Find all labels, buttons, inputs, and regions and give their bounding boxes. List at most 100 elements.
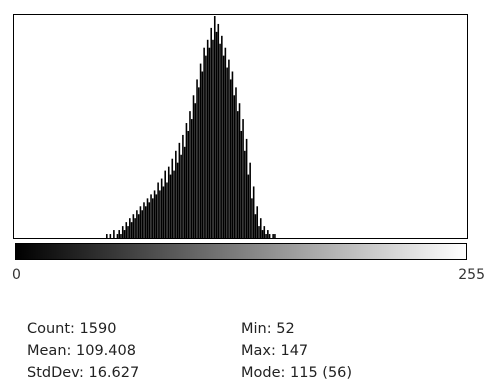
- histogram-bar: [198, 87, 200, 238]
- max-stat: Max: 147: [241, 343, 309, 359]
- histogram-bar: [164, 170, 166, 238]
- histogram-bar: [245, 138, 248, 238]
- histogram-bar: [146, 198, 149, 238]
- histogram-bar: [113, 230, 115, 238]
- histogram-bar: [167, 166, 170, 238]
- histogram-bar: [123, 230, 126, 238]
- histogram-bar: [166, 182, 168, 238]
- histogram-bar: [236, 111, 239, 238]
- histogram-bar: [137, 214, 140, 238]
- histogram-bar: [263, 226, 266, 238]
- histogram-bar: [205, 55, 207, 238]
- histogram-bar: [180, 154, 182, 238]
- histogram-bar: [252, 186, 255, 238]
- histogram-bar: [194, 103, 197, 238]
- histogram-bar: [143, 202, 145, 238]
- histogram-bar: [155, 194, 158, 238]
- histogram-bar: [247, 174, 250, 238]
- histogram-bar: [189, 111, 191, 238]
- histogram-bar: [244, 150, 246, 238]
- histogram-bar: [118, 230, 120, 238]
- axis-max-label: 255: [458, 267, 485, 283]
- histogram-bar: [229, 79, 232, 238]
- histogram-bar: [160, 178, 163, 238]
- histogram-bar: [256, 206, 259, 238]
- histogram-bar: [231, 71, 234, 238]
- histogram-bar: [116, 234, 119, 238]
- histogram-bar: [259, 218, 262, 238]
- histogram-bar: [238, 103, 241, 238]
- histogram-bar: [141, 210, 143, 238]
- histogram-bar: [212, 39, 214, 238]
- histogram-bar: [219, 43, 221, 238]
- histogram-bar: [182, 134, 184, 238]
- histogram-chart: [106, 16, 276, 238]
- histogram-bar: [144, 206, 147, 238]
- histogram-bar: [251, 198, 253, 238]
- histogram-bar: [228, 59, 230, 238]
- histogram-bar: [183, 146, 186, 238]
- histogram-bar: [258, 226, 260, 238]
- mode-stat: Mode: 115 (56): [241, 365, 353, 381]
- histogram-bar: [150, 194, 152, 238]
- histogram-bar: [159, 190, 161, 238]
- histogram-bar: [176, 162, 179, 238]
- mean-stat: Mean: 109.408: [27, 343, 136, 359]
- histogram-bar: [187, 130, 189, 238]
- histogram-bar: [199, 63, 202, 238]
- histogram-bar: [190, 119, 193, 238]
- histogram-bar: [221, 35, 223, 238]
- histogram-bar: [268, 234, 271, 238]
- histogram-bar: [201, 71, 204, 238]
- histogram-bar: [125, 222, 128, 238]
- count-stat: Count: 1590: [27, 321, 117, 337]
- histogram-bar: [272, 234, 274, 238]
- histogram-bar: [178, 142, 181, 238]
- stddev-stat: StdDev: 16.627: [27, 365, 140, 381]
- histogram-bar: [120, 234, 122, 238]
- histogram-bar: [121, 226, 124, 238]
- histogram-bar: [175, 150, 177, 238]
- histogram-bar: [153, 190, 156, 238]
- histogram-bar: [139, 206, 142, 238]
- histogram-bar: [148, 202, 151, 238]
- histogram-bar: [217, 23, 220, 238]
- histogram-bar: [222, 55, 225, 238]
- histogram-bar: [261, 230, 264, 238]
- histogram-bar: [136, 210, 138, 238]
- histogram-bar: [210, 27, 213, 238]
- histogram-bar: [206, 39, 209, 238]
- histogram-bar: [129, 218, 131, 238]
- histogram-bar: [130, 222, 133, 238]
- histogram-bar: [249, 162, 251, 238]
- histogram-bar: [169, 174, 172, 238]
- histogram-bar: [208, 47, 211, 238]
- histogram-bar: [173, 170, 175, 238]
- histogram-bar: [162, 186, 165, 238]
- axis-min-label: 0: [12, 267, 21, 283]
- stats-left-column: Count: 1590 Mean: 109.408 StdDev: 16.627: [27, 318, 139, 384]
- histogram-bar: [240, 130, 243, 238]
- histogram-bar: [203, 47, 205, 238]
- histogram-bar: [226, 67, 228, 238]
- histogram-plot: [13, 14, 468, 239]
- histogram-bar: [235, 87, 237, 238]
- histogram-bar: [242, 119, 244, 238]
- histogram-bar: [109, 234, 112, 238]
- histogram-bar: [224, 47, 227, 238]
- histogram-bar: [192, 95, 195, 238]
- histogram-bar: [157, 182, 159, 238]
- histogram-bar: [152, 198, 154, 238]
- histogram-bar: [132, 214, 135, 238]
- histogram-bar: [185, 123, 188, 238]
- histogram-bar: [127, 226, 129, 238]
- min-stat: Min: 52: [241, 321, 295, 337]
- histogram-bar: [233, 95, 236, 238]
- histogram-bar: [134, 218, 136, 238]
- histogram-bar: [215, 31, 218, 238]
- histogram-bar: [254, 214, 257, 238]
- stats-right-column: Min: 52 Max: 147 Mode: 115 (56): [241, 318, 352, 384]
- histogram-bar: [196, 79, 198, 238]
- grayscale-gradient-bar: [15, 243, 467, 260]
